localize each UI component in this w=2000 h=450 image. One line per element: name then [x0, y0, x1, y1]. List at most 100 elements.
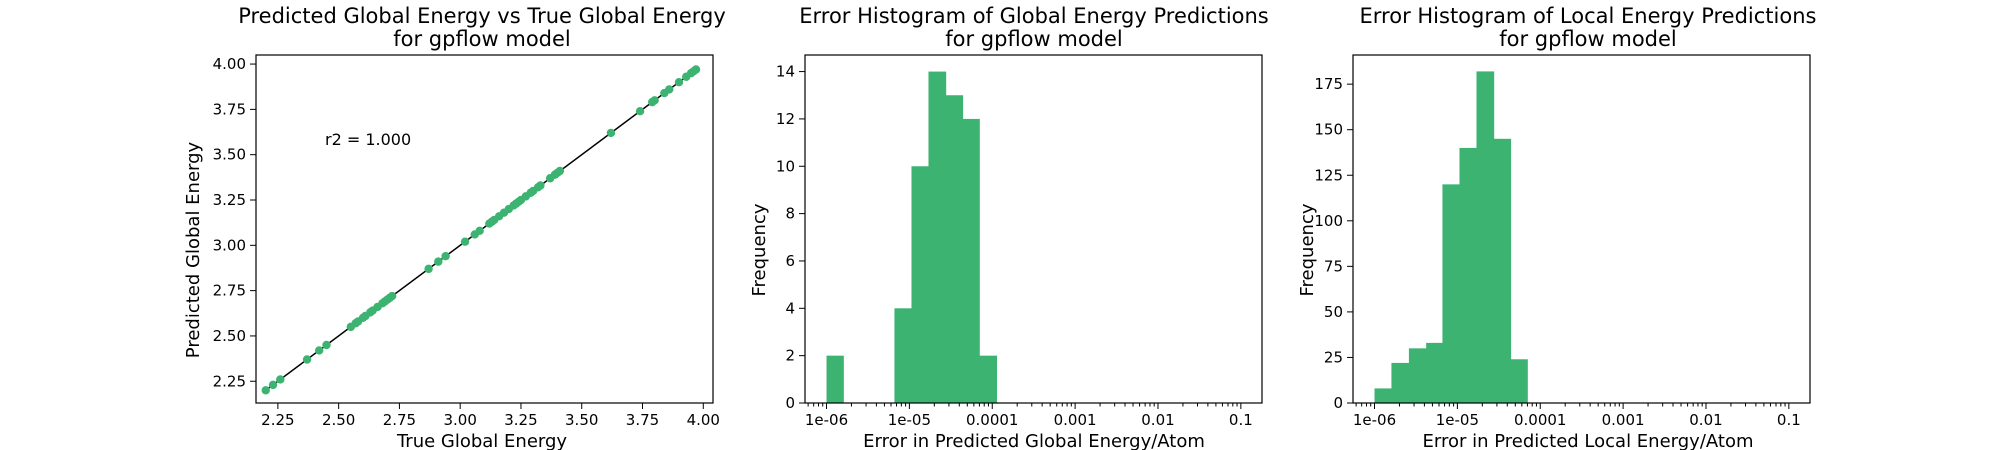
x-tick-label: 3.25	[504, 411, 537, 429]
data-point	[261, 386, 270, 395]
x-tick-label: 2.75	[383, 411, 416, 429]
histogram-bar	[979, 355, 998, 403]
y-tick-label: 6	[785, 252, 795, 270]
y-tick-label: 2.50	[213, 327, 246, 345]
plot-area: 2.25 2.50 2.75 3.00 3.25 3.50 3.75 4.00 2.25 2.50…	[213, 54, 720, 429]
y-tick-label: 3.50	[213, 146, 246, 164]
data-point	[322, 340, 331, 350]
y-tick-label: 14	[776, 63, 795, 81]
histogram-bar	[1442, 184, 1460, 403]
y-tick-label: 10	[776, 157, 795, 175]
y-tick-label: 3.00	[213, 236, 246, 254]
histogram-bar	[962, 118, 980, 403]
r2-annotation: r2 = 1.000	[325, 130, 411, 149]
x-tick-label: 2.25	[261, 411, 294, 429]
data-point	[268, 380, 278, 390]
chart-title-line1: Error Histogram of Global Energy Predict…	[799, 4, 1269, 28]
y-tick-label: 150	[1314, 121, 1343, 139]
histogram-bar	[1510, 359, 1528, 403]
x-tick-label: 1e-06	[1353, 411, 1396, 429]
y-axis-label: Predicted Global Energy	[183, 141, 204, 358]
y-tick-label: 75	[1324, 257, 1343, 275]
x-tick-label: 3.00	[443, 411, 476, 429]
x-tick-label: 0.01	[1141, 411, 1174, 429]
y-tick-label: 3.25	[213, 191, 246, 209]
x-tick-label: 1e-06	[805, 411, 848, 429]
x-tick-label: 1e-05	[888, 411, 931, 429]
data-point	[315, 346, 324, 355]
y-tick-label: 2.25	[213, 372, 246, 390]
plot-area: 1e-06 1e-05 0.0001 0.001 0.01 0.1 0 2 4 6 8 10 12 14	[776, 54, 1263, 429]
histogram-bar	[1476, 71, 1495, 404]
y-tick-label: 8	[785, 205, 795, 223]
data-point	[635, 106, 645, 116]
histogram-bar	[1493, 138, 1512, 403]
x-tick-label: 1e-05	[1436, 411, 1479, 429]
data-point	[674, 77, 684, 87]
histogram-bar	[1426, 342, 1443, 403]
histogram-bar	[894, 308, 912, 403]
histogram-bar	[911, 166, 929, 403]
y-tick-label: 4	[785, 299, 795, 317]
chart-title-line1: Predicted Global Energy vs True Global E…	[238, 4, 726, 28]
histogram-bar	[928, 71, 947, 404]
plot-area: 1e-06 1e-05 0.0001 0.001 0.01 0.1 0 25 50 75 100 12…	[1314, 54, 1811, 429]
y-tick-label: 2.75	[213, 282, 246, 300]
data-point	[424, 264, 433, 274]
x-tick-label: 4.00	[687, 411, 720, 429]
data-point	[434, 257, 443, 266]
y-tick-label: 175	[1314, 75, 1343, 93]
data-point	[276, 375, 285, 384]
x-tick-label: 3.75	[626, 411, 659, 429]
x-tick-label: 3.50	[565, 411, 598, 429]
panel-scatter: Predicted Global Energy vs True Global E…	[183, 4, 726, 450]
x-tick-label: 0.0001	[966, 411, 1019, 429]
data-point	[302, 355, 312, 364]
axes-frame	[1352, 54, 1811, 404]
x-axis-label: Error in Predicted Local Energy/Atom	[1422, 431, 1753, 450]
y-axis-label: Frequency	[749, 203, 770, 296]
axes-frame	[804, 54, 1263, 404]
x-tick-label: 0.001	[1602, 411, 1645, 429]
x-axis-label: Error in Predicted Global Energy/Atom	[863, 431, 1205, 450]
histogram-bar	[945, 95, 964, 403]
chart-title-line1: Error Histogram of Local Energy Predicti…	[1360, 4, 1817, 28]
data-point	[691, 65, 701, 74]
chart-title-line2: for gpflow model	[1499, 27, 1677, 51]
y-axis-label: Frequency	[1297, 203, 1318, 296]
y-tick-label: 2	[785, 347, 795, 365]
y-tick-label: 12	[776, 110, 795, 128]
chart-title-line2: for gpflow model	[393, 27, 571, 51]
data-point	[536, 181, 545, 190]
x-axis-label: True Global Energy	[396, 431, 567, 450]
x-tick-label: 0.001	[1054, 411, 1097, 429]
x-tick-label: 0.0001	[1514, 411, 1567, 429]
data-point	[665, 85, 674, 94]
y-tick-label: 4.00	[213, 55, 246, 73]
x-tick-label: 0.1	[1229, 411, 1253, 429]
y-tick-label: 0	[1333, 394, 1343, 412]
data-point	[650, 96, 659, 105]
histogram-bar	[826, 355, 844, 403]
data-point	[475, 226, 484, 236]
chart-title-line2: for gpflow model	[945, 27, 1123, 51]
histogram-bar	[1459, 147, 1477, 403]
histogram-bar	[1374, 388, 1392, 403]
data-point	[606, 128, 616, 138]
panel-global-histogram: Error Histogram of Global Energy Predict…	[749, 4, 1269, 450]
y-tick-label: 3.75	[213, 100, 246, 118]
x-tick-label: 0.1	[1777, 411, 1801, 429]
x-tick-label: 2.50	[322, 411, 355, 429]
y-tick-label: 50	[1324, 303, 1343, 321]
data-point	[555, 166, 565, 176]
data-point	[387, 291, 397, 301]
histogram-bar	[1408, 348, 1427, 403]
histogram-bar	[1391, 362, 1410, 403]
y-tick-label: 100	[1314, 212, 1343, 230]
x-tick-label: 0.01	[1689, 411, 1722, 429]
y-tick-label: 0	[785, 394, 795, 412]
data-point	[441, 251, 450, 261]
panel-local-histogram: Error Histogram of Local Energy Predicti…	[1297, 4, 1816, 450]
axes-frame	[255, 54, 714, 404]
